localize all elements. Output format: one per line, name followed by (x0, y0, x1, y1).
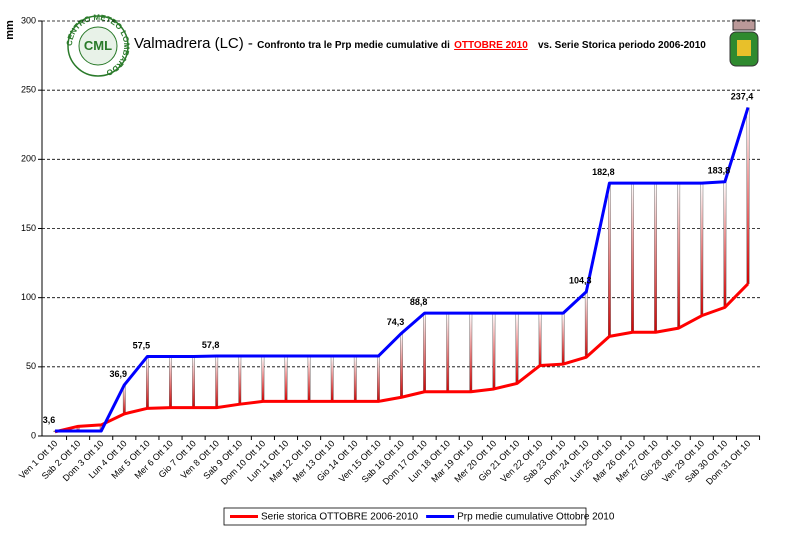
dropline (145, 356, 149, 409)
dropline (538, 312, 542, 366)
title-tail: vs. Serie Storica periodo 2006-2010 (538, 40, 706, 51)
dropline (700, 182, 704, 316)
y-tick-label: 0 (31, 430, 36, 440)
data-label: 237,4 (731, 92, 754, 102)
logo: CENTRO METEO LOMBARDO CML (65, 13, 131, 78)
legend: Serie storica OTTOBRE 2006-2010 Prp medie… (223, 507, 615, 526)
dropline (423, 312, 426, 392)
data-label: 57,5 (133, 340, 151, 350)
data-label: 57,8 (202, 340, 220, 350)
dropline (469, 312, 473, 392)
series-line (54, 282, 750, 434)
title-main: Confronto tra le Prp medie cumulative di (257, 40, 450, 51)
crest-inner (737, 40, 751, 56)
dropline (261, 355, 265, 402)
y-tick-label: 100 (21, 292, 36, 302)
dropline (584, 291, 588, 358)
legend-label: Serie storica OTTOBRE 2006-2010 (261, 512, 419, 523)
dropline (238, 355, 242, 405)
title-place: Valmadrera (LC) - (134, 35, 253, 52)
chart-title: Valmadrera (LC) - Confronto tra le Prp m… (134, 35, 706, 52)
y-tick-label: 50 (26, 361, 36, 371)
data-label: 3,6 (43, 415, 56, 425)
dropline (307, 355, 311, 402)
logo-center (78, 26, 118, 66)
dropline (561, 312, 565, 365)
y-tick-label: 200 (21, 154, 36, 164)
dropline (446, 312, 450, 392)
dropline (192, 356, 195, 408)
crest-crown (732, 19, 756, 31)
dropline (608, 182, 611, 337)
dropline (631, 182, 634, 333)
dropline (492, 312, 496, 390)
dropline (377, 355, 380, 402)
dropline (746, 107, 750, 285)
y-axis-label: mm (4, 20, 16, 40)
dropline (330, 355, 334, 402)
dropline (654, 182, 658, 333)
data-label: 104,3 (569, 276, 592, 286)
crest (729, 19, 759, 67)
dropline (515, 312, 519, 384)
legend-box (223, 507, 587, 526)
dropline (169, 356, 172, 408)
data-label: 74,3 (387, 317, 405, 327)
dropline (215, 355, 219, 408)
dropline (284, 355, 288, 402)
series-line (55, 107, 750, 433)
logo-text: CML (84, 38, 112, 53)
y-tick-label: 150 (21, 223, 36, 233)
data-label: 36,9 (110, 369, 128, 379)
data-label: 182,8 (592, 167, 615, 177)
y-tick-label: 250 (21, 85, 36, 95)
y-tick-label: 300 (21, 15, 36, 25)
data-label: 183,8 (708, 166, 731, 176)
dropline (677, 182, 681, 329)
data-label: 88,8 (410, 297, 428, 307)
dropline (723, 181, 727, 308)
legend-label: Prp medie cumulative Ottobre 2010 (457, 512, 615, 523)
dropline (400, 333, 403, 398)
dropline (353, 355, 357, 402)
title-highlight: OTTOBRE 2010 (454, 40, 528, 51)
